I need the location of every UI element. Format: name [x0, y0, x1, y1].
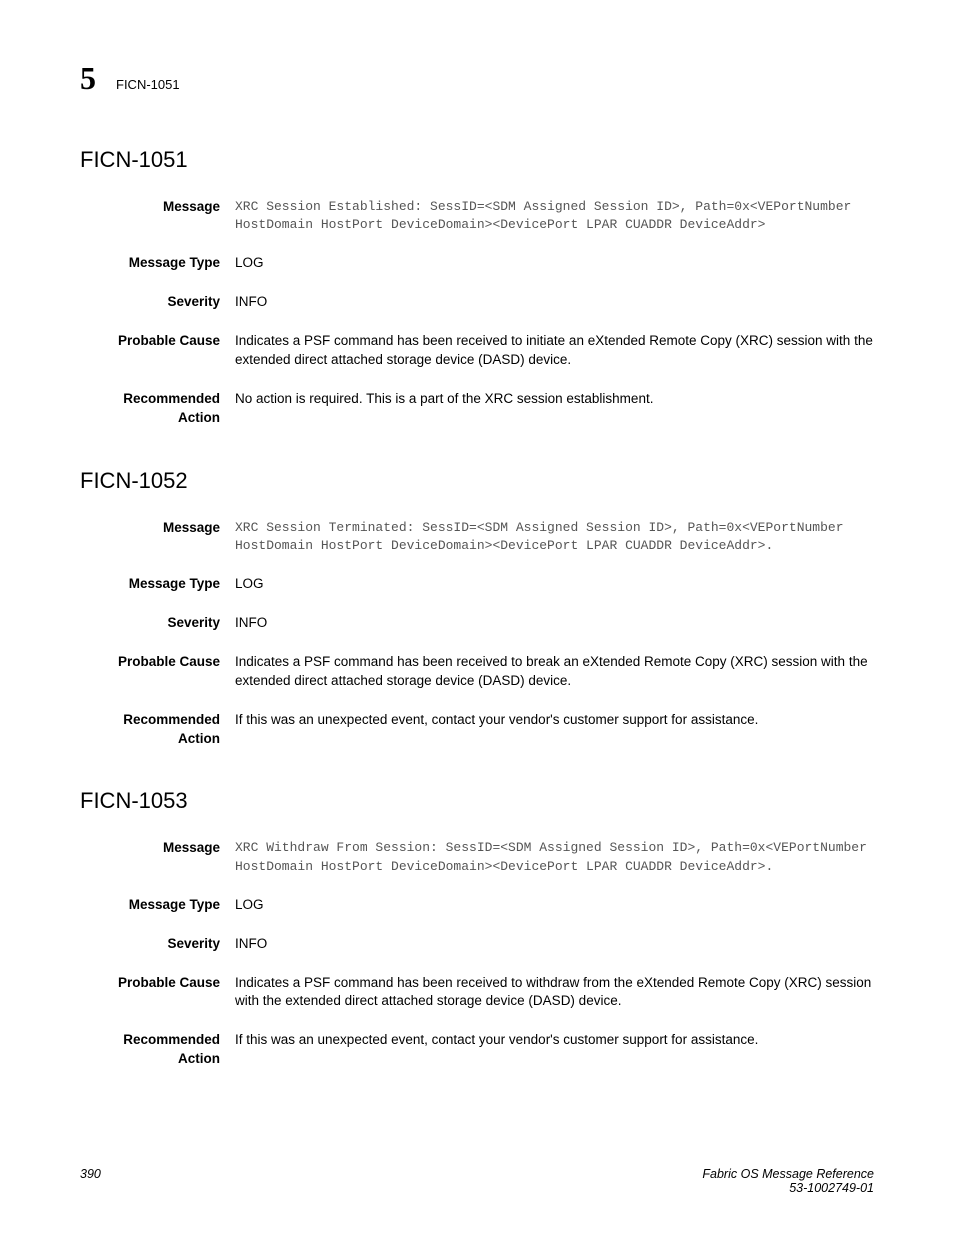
recommended-action-value: If this was an unexpected event, contact… — [235, 711, 874, 749]
message-row: Message XRC Session Terminated: SessID=<… — [80, 519, 874, 555]
message-type-row: Message Type LOG — [80, 254, 874, 273]
message-type-label: Message Type — [80, 254, 235, 273]
probable-cause-value: Indicates a PSF command has been receive… — [235, 332, 874, 370]
message-type-value: LOG — [235, 575, 874, 594]
message-type-value: LOG — [235, 254, 874, 273]
message-row: Message XRC Withdraw From Session: SessI… — [80, 839, 874, 875]
document-page: 5 FICN-1051 FICN-1051 Message XRC Sessio… — [0, 0, 954, 1235]
message-value: XRC Session Terminated: SessID=<SDM Assi… — [235, 519, 874, 555]
recommended-action-label: Recommended Action — [80, 390, 235, 428]
doc-title: Fabric OS Message Reference — [702, 1167, 874, 1181]
message-value: XRC Withdraw From Session: SessID=<SDM A… — [235, 839, 874, 875]
severity-label: Severity — [80, 293, 235, 312]
severity-row: Severity INFO — [80, 293, 874, 312]
recommended-action-row: Recommended Action No action is required… — [80, 390, 874, 428]
recommended-action-row: Recommended Action If this was an unexpe… — [80, 1031, 874, 1069]
footer-doc-info: Fabric OS Message Reference 53-1002749-0… — [702, 1167, 874, 1195]
recommended-action-value: If this was an unexpected event, contact… — [235, 1031, 874, 1069]
severity-value: INFO — [235, 935, 874, 954]
severity-value: INFO — [235, 614, 874, 633]
recommended-action-label: Recommended Action — [80, 1031, 235, 1069]
recommended-action-row: Recommended Action If this was an unexpe… — [80, 711, 874, 749]
message-row: Message XRC Session Established: SessID=… — [80, 198, 874, 234]
page-header: 5 FICN-1051 — [80, 60, 874, 97]
severity-label: Severity — [80, 935, 235, 954]
header-code: FICN-1051 — [116, 77, 180, 92]
severity-row: Severity INFO — [80, 614, 874, 633]
severity-row: Severity INFO — [80, 935, 874, 954]
message-label: Message — [80, 198, 235, 234]
probable-cause-label: Probable Cause — [80, 332, 235, 370]
message-type-value: LOG — [235, 896, 874, 915]
severity-value: INFO — [235, 293, 874, 312]
message-label: Message — [80, 839, 235, 875]
message-type-label: Message Type — [80, 575, 235, 594]
doc-id: 53-1002749-01 — [702, 1181, 874, 1195]
message-type-row: Message Type LOG — [80, 896, 874, 915]
probable-cause-value: Indicates a PSF command has been receive… — [235, 974, 874, 1012]
probable-cause-label: Probable Cause — [80, 974, 235, 1012]
probable-cause-row: Probable Cause Indicates a PSF command h… — [80, 332, 874, 370]
message-type-row: Message Type LOG — [80, 575, 874, 594]
page-number: 390 — [80, 1167, 101, 1195]
probable-cause-row: Probable Cause Indicates a PSF command h… — [80, 974, 874, 1012]
section-title: FICN-1052 — [80, 468, 874, 494]
probable-cause-value: Indicates a PSF command has been receive… — [235, 653, 874, 691]
section-title: FICN-1053 — [80, 788, 874, 814]
probable-cause-label: Probable Cause — [80, 653, 235, 691]
section-title: FICN-1051 — [80, 147, 874, 173]
message-value: XRC Session Established: SessID=<SDM Ass… — [235, 198, 874, 234]
page-footer: 390 Fabric OS Message Reference 53-10027… — [80, 1167, 874, 1195]
severity-label: Severity — [80, 614, 235, 633]
message-label: Message — [80, 519, 235, 555]
recommended-action-value: No action is required. This is a part of… — [235, 390, 874, 428]
recommended-action-label: Recommended Action — [80, 711, 235, 749]
probable-cause-row: Probable Cause Indicates a PSF command h… — [80, 653, 874, 691]
chapter-number: 5 — [80, 60, 96, 97]
message-type-label: Message Type — [80, 896, 235, 915]
